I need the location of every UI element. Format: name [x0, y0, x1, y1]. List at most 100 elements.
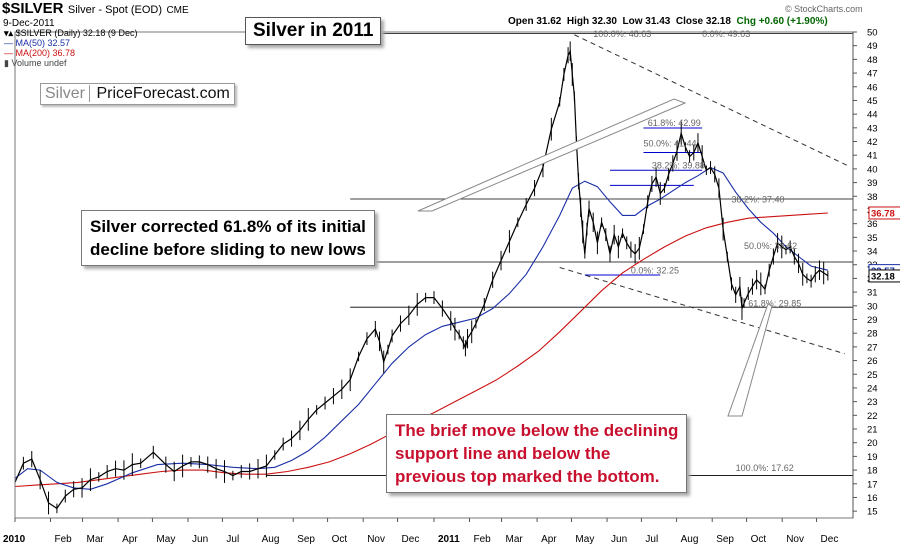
- close-value: Close 32.18: [675, 16, 731, 27]
- legend-volume: ▮ Volume undef: [4, 58, 67, 68]
- x-tick-label: Oct: [751, 534, 767, 545]
- fibonacci-label: 38.2%: 39.88: [652, 160, 705, 170]
- axis-value-box: [868, 206, 900, 220]
- fibonacci-label: 61.8%: 29.85: [748, 299, 801, 309]
- watermark-right: PriceForecast.com: [96, 85, 230, 102]
- ohlc-readout: Open 31.62 High 32.30 Low 31.43 Close 32…: [508, 16, 828, 27]
- axes: 1516171819202122232425262728293031323334…: [3, 28, 900, 545]
- bottom-callout: The brief move below the declining suppo…: [386, 414, 688, 493]
- ticker-exchange: CME: [166, 5, 189, 16]
- legend-price: ▾▴ $SILVER (Daily) 32.18 (9 Dec): [4, 28, 138, 38]
- low-value: Low 31.43: [622, 16, 671, 27]
- trend-line: [574, 34, 850, 167]
- x-tick-label: Aug: [681, 534, 699, 545]
- x-tick-label: Jun: [611, 534, 627, 545]
- bottom-callout-line2: support line and below the: [395, 444, 611, 463]
- fibonacci-label: 50.0%: 33.62: [744, 241, 797, 251]
- x-tick-label: Apr: [541, 534, 557, 545]
- y-tick-label: 45: [867, 96, 878, 107]
- x-tick-label: Nov: [367, 534, 385, 545]
- y-tick-label: 23: [867, 397, 878, 408]
- fibonacci-labels: 100.0%: 48.63 0.0%: 49.63 61.8%: 42.99 50.0…: [593, 29, 801, 473]
- x-tick-label: Jul: [226, 534, 239, 545]
- fibonacci-lines: [584, 127, 703, 276]
- y-tick-label: 44: [867, 110, 878, 121]
- axis-value-label: 32.18: [871, 271, 895, 282]
- y-tick-label: 46: [867, 82, 878, 93]
- x-tick-label: May: [156, 534, 175, 545]
- chart-legend: ▾▴ $SILVER (Daily) 32.18 (9 Dec) — MA(50…: [4, 28, 137, 68]
- y-tick-label: 48: [867, 55, 878, 66]
- x-tick-label: Feb: [473, 534, 491, 545]
- y-tick-label: 43: [867, 123, 878, 134]
- y-tick-label: 35: [867, 233, 878, 244]
- legend-ma50: — MA(50) 32.57: [4, 38, 71, 48]
- callout-pointers: [417, 98, 773, 417]
- y-tick-label: 40: [867, 164, 878, 175]
- fibonacci-label: 0.0%: 49.63: [702, 29, 750, 39]
- chart-header: $SILVER Silver - Spot (EOD) CME: [2, 0, 189, 18]
- y-tick-label: 41: [867, 151, 878, 162]
- y-tick-label: 18: [867, 466, 878, 477]
- y-tick-label: 28: [867, 329, 878, 340]
- fibonacci-label: 38.2%: 37.40: [731, 194, 784, 204]
- watermark-left: Silver: [45, 85, 91, 102]
- y-tick-label: 50: [867, 28, 878, 39]
- x-tick-label: Oct: [332, 534, 348, 545]
- x-tick-label: Dec: [402, 534, 420, 545]
- correction-callout-line1: Silver corrected 61.8% of its initial: [90, 217, 366, 236]
- series-ma50: [14, 166, 829, 490]
- y-tick-label: 39: [867, 178, 878, 189]
- fibonacci-label: 0.0%: 32.25: [631, 266, 679, 276]
- x-tick-label: Sep: [297, 534, 315, 545]
- x-tick-label: Mar: [87, 534, 105, 545]
- y-tick-label: 27: [867, 342, 878, 353]
- fibonacci-label: 100.0%: 17.62: [736, 463, 794, 473]
- trend-lines: [559, 34, 850, 355]
- correction-callout: Silver corrected 61.8% of its initial de…: [81, 210, 375, 266]
- y-tick-label: 26: [867, 356, 878, 367]
- high-value: High 32.30: [566, 16, 617, 27]
- y-tick-label: 19: [867, 452, 878, 463]
- y-tick-label: 38: [867, 192, 878, 203]
- bottom-callout-line3: previous top marked the bottom.: [395, 467, 660, 486]
- y-tick-label: 30: [867, 301, 878, 312]
- x-tick-label: Sep: [716, 534, 734, 545]
- x-tick-label: Aug: [262, 534, 280, 545]
- watermark: Silver PriceForecast.com: [40, 83, 235, 105]
- y-tick-label: 36: [867, 219, 878, 230]
- chart-date: 9-Dec-2011: [3, 18, 55, 29]
- bottom-callout-line1: The brief move below the declining: [395, 421, 679, 440]
- x-tick-label: 2011: [438, 534, 460, 545]
- open-value: Open 31.62: [508, 16, 562, 27]
- y-tick-label: 20: [867, 438, 878, 449]
- y-tick-label: 24: [867, 383, 878, 394]
- fibonacci-label: 50.0%: 41.44: [644, 138, 697, 148]
- trend-line: [559, 266, 845, 355]
- axis-value-box: [868, 269, 900, 283]
- x-tick-label: 2010: [3, 534, 26, 545]
- x-tick-label: Jul: [645, 534, 658, 545]
- title-box: Silver in 2011: [245, 17, 382, 45]
- fibonacci-label: 61.8%: 42.99: [648, 118, 701, 128]
- y-tick-label: 16: [867, 493, 878, 504]
- ticker-description: Silver - Spot (EOD): [67, 4, 162, 16]
- change-value: Chg +0.60 (+1.90%): [736, 16, 828, 27]
- y-tick-label: 47: [867, 69, 878, 80]
- correction-callout-line2: decline before sliding to new lows: [90, 240, 366, 259]
- bottom-callout-pointer: [727, 303, 773, 417]
- x-tick-label: Feb: [54, 534, 72, 545]
- y-tick-label: 34: [867, 247, 878, 258]
- axis-value-label: 36.78: [871, 208, 895, 219]
- y-tick-label: 42: [867, 137, 878, 148]
- x-tick-label: Dec: [821, 534, 839, 545]
- price-series: [14, 41, 829, 515]
- y-tick-label: 29: [867, 315, 878, 326]
- y-tick-label: 31: [867, 288, 878, 299]
- ticker-symbol: $SILVER: [2, 0, 64, 17]
- x-tick-label: Jun: [192, 534, 208, 545]
- copyright-text: © StockCharts.com: [785, 4, 863, 14]
- y-tick-label: 25: [867, 370, 878, 381]
- x-tick-label: Nov: [786, 534, 804, 545]
